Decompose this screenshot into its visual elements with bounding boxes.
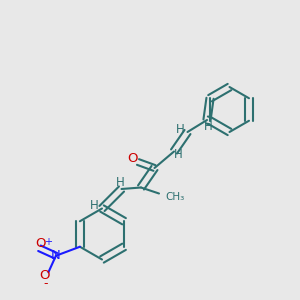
Text: +: + (44, 237, 52, 247)
Text: H: H (90, 199, 99, 212)
Text: N: N (51, 249, 61, 262)
Text: H: H (204, 120, 213, 133)
Text: -: - (44, 277, 48, 290)
Text: O: O (40, 269, 50, 282)
Text: H: H (176, 123, 184, 136)
Text: CH₃: CH₃ (165, 191, 184, 202)
Text: O: O (36, 237, 46, 250)
Text: H: H (174, 148, 183, 161)
Text: O: O (127, 152, 137, 166)
Text: H: H (116, 176, 124, 189)
